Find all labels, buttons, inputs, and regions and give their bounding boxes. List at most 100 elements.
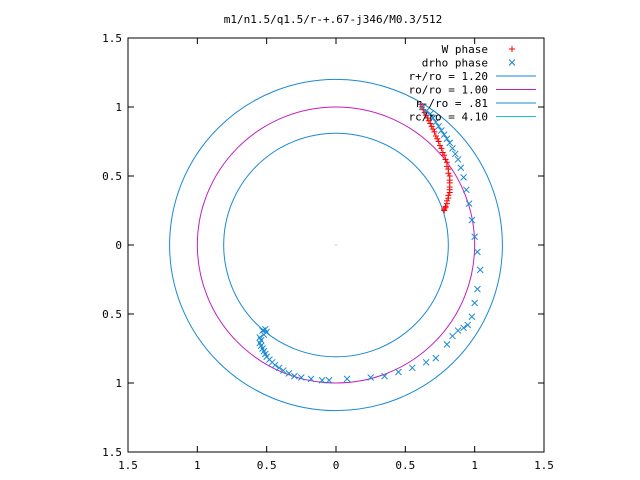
legend-label-2: r+/ro = 1.20	[409, 70, 488, 83]
series-0-point-8	[428, 123, 435, 130]
x-tick-label-0: 1.5	[118, 459, 138, 472]
circle-1	[196, 106, 476, 384]
series-0-point-11	[432, 132, 439, 139]
series-1-point-38	[307, 375, 315, 383]
series-1-point-36	[325, 376, 333, 384]
series-0-point-10	[431, 128, 438, 135]
y-tick-label-6: 1.5	[102, 32, 122, 45]
series-1-point-14	[460, 174, 467, 181]
y-tick-label-0: 1.5	[102, 446, 122, 459]
series-1-point-30	[422, 358, 430, 366]
series-0-point-20	[443, 163, 450, 170]
series-0-point-18	[442, 156, 449, 163]
x-tick-label-6: 1.5	[534, 459, 554, 472]
series-1-point-34	[367, 374, 375, 381]
series-1-point-5	[435, 122, 442, 130]
series-0-point-28	[446, 189, 453, 196]
series-0	[417, 101, 453, 214]
series-1-point-39	[297, 374, 305, 381]
series-1-point-21	[474, 285, 481, 293]
legend-swatch-0	[509, 46, 515, 52]
series-1-point-31	[408, 364, 416, 372]
series-1-point-8	[443, 135, 451, 143]
series-1-point-23	[468, 313, 476, 321]
series-1-point-4	[432, 118, 440, 126]
legend-entry-2: r+/ro = 1.20	[409, 70, 536, 83]
series-1-point-3	[429, 114, 437, 122]
series-0-point-34	[442, 204, 449, 211]
series-1-point-26	[454, 327, 462, 334]
axis-ticks: 1.5 1 0.5 0 0.5 1 1.51.510.500.511.5	[102, 32, 554, 472]
series-0-point-30	[445, 195, 452, 202]
y-tick-label-2: 0.5	[102, 308, 122, 321]
series-0-point-9	[430, 126, 437, 133]
reference-circles	[169, 78, 503, 412]
series-1-point-29	[432, 354, 440, 362]
series-1-point-2	[426, 110, 434, 118]
series-1-point-43	[275, 364, 283, 372]
series-1-point-37	[318, 376, 326, 384]
y-tick-label-5: 1	[115, 101, 122, 114]
x-tick-label-1: 1	[194, 459, 201, 472]
series-1-point-41	[285, 369, 293, 377]
series-1-point-24	[464, 321, 472, 329]
y-tick-label-4: 0.5	[102, 170, 122, 183]
x-tick-label-3: 0	[333, 459, 340, 472]
series-1-point-17	[468, 216, 476, 224]
legend-entry-0: W phase	[442, 43, 515, 56]
series-1-point-58	[261, 325, 269, 333]
circle-0	[169, 78, 503, 412]
series-1-point-6	[438, 127, 445, 134]
legend-entry-5: rc/ro = 4.10	[409, 111, 536, 124]
legend-label-5: rc/ro = 4.10	[409, 111, 488, 124]
legend-entry-3: ro/ro = 1.00	[409, 84, 536, 97]
series-0-point-17	[441, 152, 448, 159]
series-1-point-25	[460, 324, 467, 332]
legend-label-0: W phase	[442, 43, 488, 56]
series-1-point-32	[395, 368, 402, 376]
series-1-point-20	[476, 266, 484, 274]
data-series	[256, 101, 484, 384]
series-1-point-28	[443, 341, 451, 348]
series-1-point-7	[440, 131, 448, 138]
center-dot	[335, 244, 337, 246]
series-1-point-10	[449, 145, 456, 152]
series-0-point-13	[435, 138, 442, 145]
series-1-point-19	[474, 248, 481, 256]
legend-swatch-1	[508, 59, 516, 66]
series-1-point-16	[465, 200, 473, 207]
x-tick-label-2: 0.5	[257, 459, 277, 472]
series-1-point-12	[454, 156, 462, 163]
series-1-point-13	[457, 164, 465, 172]
series-1-point-35	[343, 375, 351, 383]
series-0-point-36	[441, 207, 448, 214]
series-1-point-9	[446, 139, 454, 147]
series-0-point-32	[443, 200, 450, 207]
series-1-point-22	[471, 299, 479, 307]
series-0-point-12	[434, 135, 441, 142]
legend-label-3: ro/ro = 1.00	[409, 84, 488, 97]
chart-title: m1/n1.5/q1.5/r-+.67-j346/M0.3/512	[224, 13, 443, 26]
series-0-point-14	[437, 142, 443, 149]
series-1-point-40	[291, 372, 298, 380]
series-0-point-22	[445, 170, 452, 177]
series-1-point-54	[256, 334, 264, 341]
series-1-point-33	[381, 372, 388, 380]
legend-label-1: drho phase	[422, 57, 488, 70]
series-1	[256, 103, 484, 384]
series-1-point-11	[451, 150, 459, 158]
circle-2	[223, 132, 449, 358]
y-tick-label-3: 0	[115, 239, 122, 252]
series-1-point-27	[449, 332, 456, 340]
series-1-point-42	[279, 367, 287, 374]
y-tick-label-1: 1	[115, 377, 122, 390]
series-1-point-1	[422, 107, 430, 115]
legend-label-4: r-/ro = .81	[415, 97, 488, 110]
x-tick-label-5: 1	[471, 459, 478, 472]
x-tick-label-4: 0.5	[395, 459, 415, 472]
series-0-point-16	[439, 149, 446, 156]
series-0-point-4	[423, 112, 430, 119]
series-0-point-15	[438, 145, 445, 152]
